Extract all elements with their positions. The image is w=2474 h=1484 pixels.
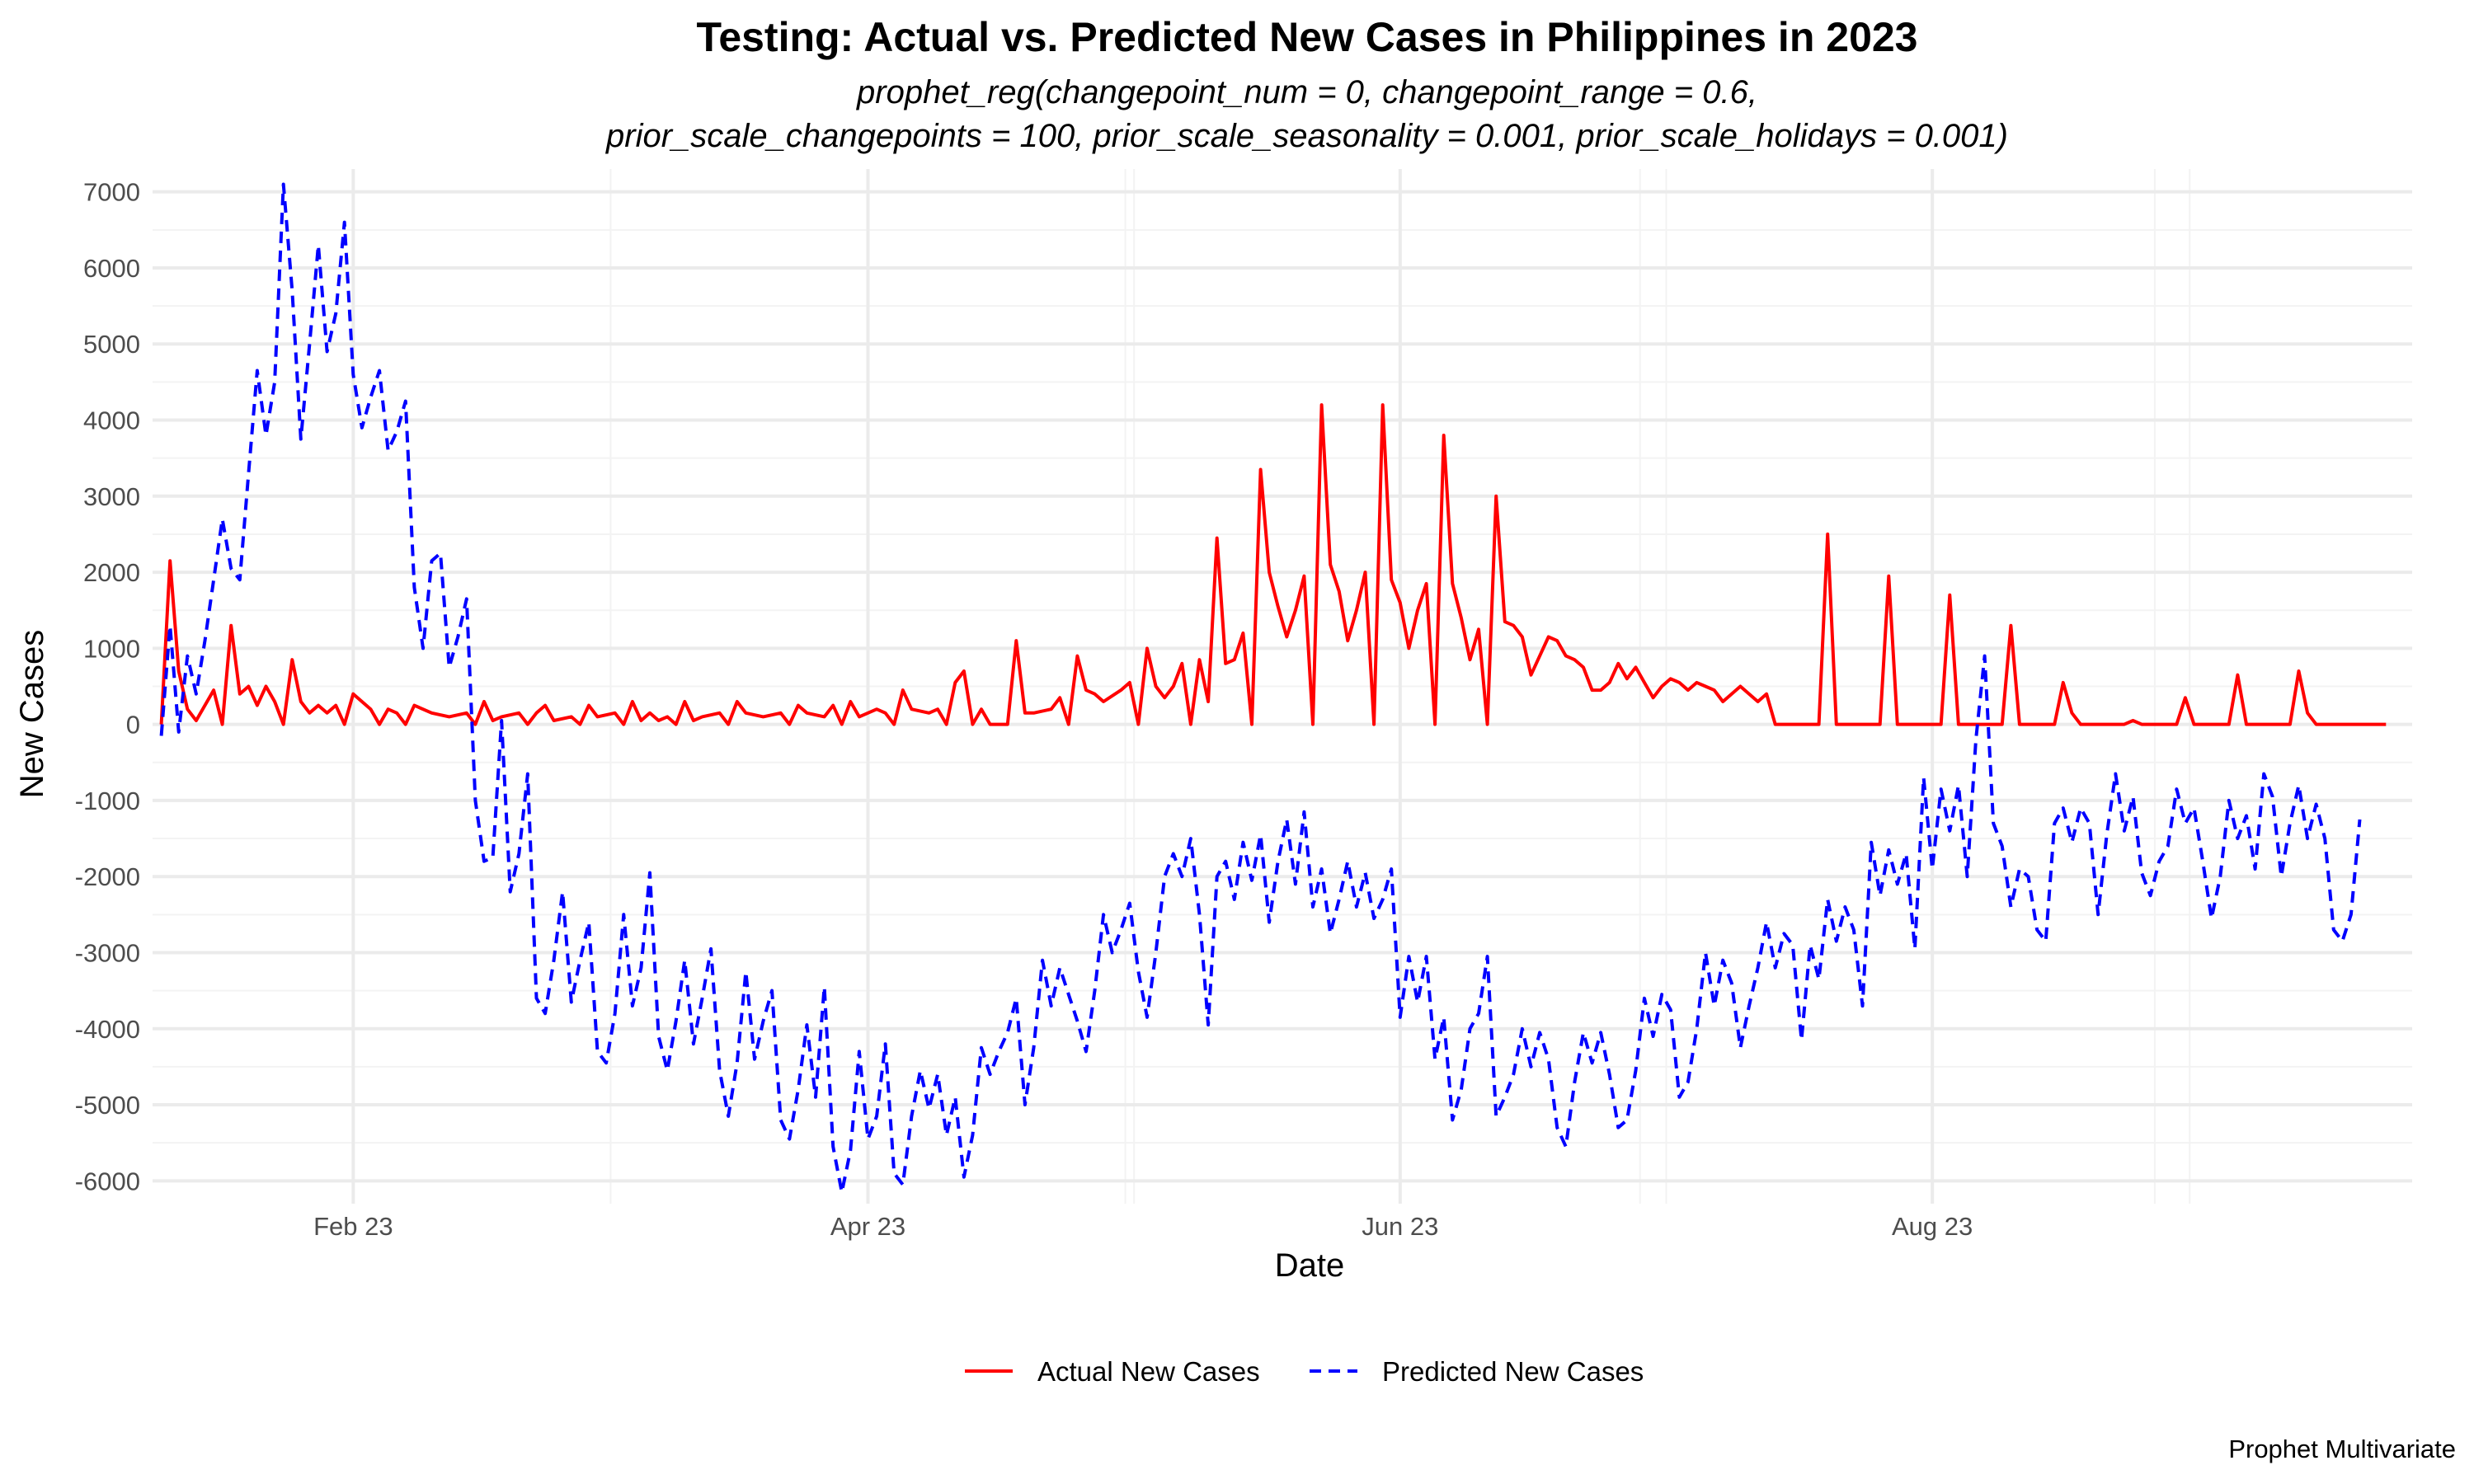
y-axis-title: New Cases bbox=[14, 630, 50, 799]
x-axis-title: Date bbox=[1275, 1247, 1345, 1284]
series-line-actual-new-cases bbox=[159, 403, 2387, 726]
y-tick-label: -2000 bbox=[75, 862, 140, 891]
y-tick-label: -3000 bbox=[75, 938, 140, 967]
x-tick-label: Aug 23 bbox=[1892, 1212, 1973, 1241]
x-axis-ticks: Feb 23 Apr 23 Jun 23 Aug 23 bbox=[313, 1212, 1973, 1241]
chart-caption: Prophet Multivariate bbox=[2228, 1435, 2456, 1463]
y-tick-label: -4000 bbox=[75, 1015, 140, 1044]
chart-subtitle-line1: prophet_reg(changepoint_num = 0, changep… bbox=[856, 74, 1757, 110]
legend: Actual New Cases Predicted New Cases bbox=[965, 1356, 1644, 1387]
x-tick-label: Feb 23 bbox=[313, 1212, 393, 1241]
chart-subtitle-line2: prior_scale_changepoints = 100, prior_sc… bbox=[605, 118, 2008, 154]
x-tick-label: Jun 23 bbox=[1362, 1212, 1438, 1241]
y-tick-label: 7000 bbox=[83, 178, 140, 207]
series-lines bbox=[159, 182, 2387, 1195]
x-tick-label: Apr 23 bbox=[830, 1212, 905, 1241]
y-tick-label: 1000 bbox=[83, 634, 140, 663]
legend-label-predicted: Predicted New Cases bbox=[1382, 1356, 1644, 1387]
y-tick-label: -6000 bbox=[75, 1167, 140, 1195]
y-tick-label: 0 bbox=[126, 711, 140, 740]
y-axis-ticks: -6000 -5000 -4000 -3000 -2000 -1000 0 1000 2000 3… bbox=[75, 178, 140, 1196]
y-tick-label: 3000 bbox=[83, 482, 140, 511]
grid-lines bbox=[153, 169, 2412, 1204]
y-tick-label: 2000 bbox=[83, 558, 140, 587]
y-tick-label: -5000 bbox=[75, 1091, 140, 1120]
chart-title: Testing: Actual vs. Predicted New Cases … bbox=[696, 14, 1917, 60]
y-tick-label: 6000 bbox=[83, 254, 140, 283]
series-line-predicted-new-cases bbox=[159, 182, 2362, 1195]
y-tick-label: -1000 bbox=[75, 787, 140, 815]
y-tick-label: 5000 bbox=[83, 330, 140, 359]
y-tick-label: 4000 bbox=[83, 406, 140, 435]
legend-label-actual: Actual New Cases bbox=[1037, 1356, 1260, 1387]
